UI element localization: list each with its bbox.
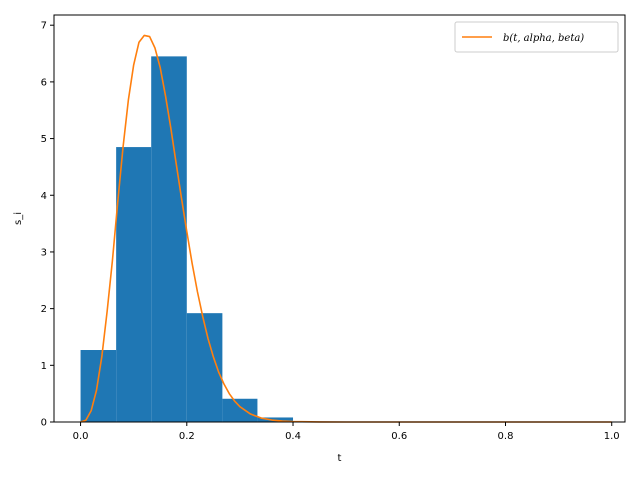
histogram-bar: [151, 56, 187, 423]
legend-entry: b(t, alpha, beta): [503, 33, 584, 44]
x-axis-label: t: [338, 453, 342, 464]
legend: b(t, alpha, beta): [454, 21, 619, 53]
x-tick-label: 0.8: [498, 431, 514, 442]
x-tick-label: 0.6: [391, 431, 407, 442]
x-axis-ticks: 0.0 0.2 0.4 0.6 0.8 1.0: [73, 422, 620, 442]
y-axis-ticks: 0 1 2 3 4 5 6 7: [41, 21, 54, 429]
histogram-bar: [116, 147, 152, 422]
y-axis-label: s_i: [13, 212, 24, 225]
legend-box: [454, 21, 619, 53]
y-tick-label: 2: [41, 304, 47, 315]
histogram-bar: [222, 398, 258, 422]
y-tick-label: 5: [41, 134, 47, 145]
histogram-bar: [80, 350, 117, 422]
y-tick-label: 0: [41, 418, 47, 429]
y-tick-label: 1: [41, 361, 47, 372]
x-tick-label: 1.0: [604, 431, 620, 442]
y-tick-label: 4: [41, 191, 47, 202]
y-tick-label: 3: [41, 247, 47, 258]
plot-frame: [53, 14, 626, 423]
y-tick-label: 7: [41, 21, 47, 32]
y-tick-label: 6: [41, 77, 47, 88]
x-tick-label: 0.4: [285, 431, 301, 442]
x-tick-label: 0.0: [73, 431, 89, 442]
x-tick-label: 0.2: [179, 431, 195, 442]
